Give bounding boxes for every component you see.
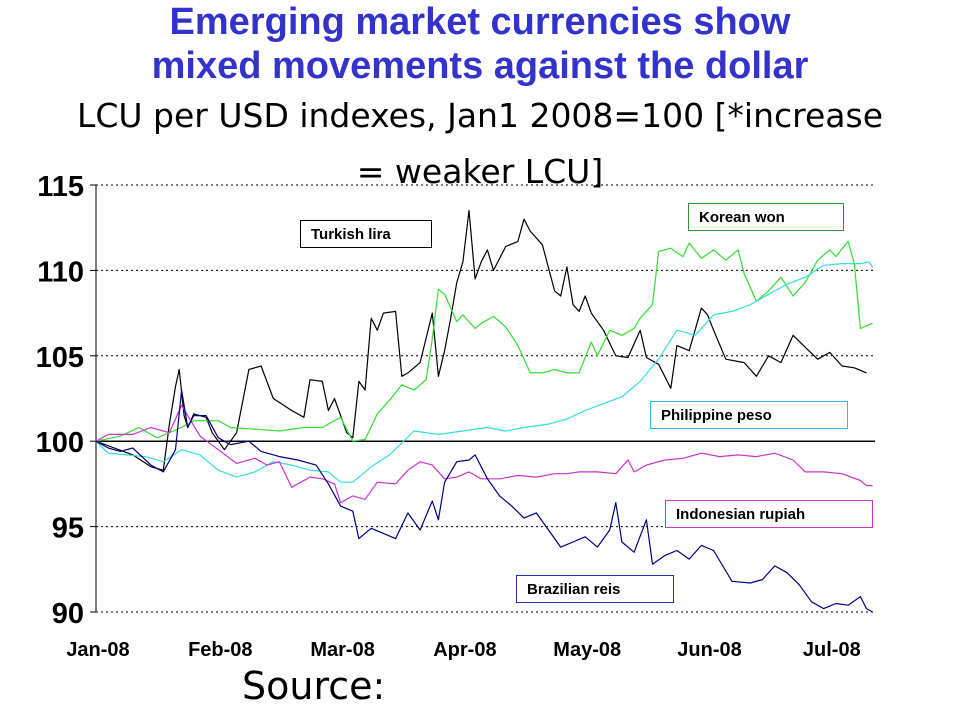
- y-tick-label: 90: [52, 598, 84, 630]
- y-tick-label: 115: [37, 171, 84, 203]
- x-tick-label: Jun-08: [677, 639, 741, 661]
- series-line-turkish-lira: [95, 210, 867, 471]
- label-brazilian-reis: Brazilian reis: [516, 575, 674, 603]
- x-tick-label: Mar-08: [310, 639, 374, 661]
- title-line-2: mixed movements against the dollar: [151, 45, 809, 87]
- y-tick-label: 95: [52, 513, 84, 545]
- series-line-philippine-peso: [95, 261, 874, 483]
- x-tick-label: Jan-08: [66, 639, 129, 661]
- x-tick-label: Feb-08: [188, 639, 252, 661]
- title-line-1: Emerging market currencies show: [169, 1, 791, 43]
- series-line-brazilian-reis: [95, 389, 873, 613]
- label-philippine-peso: Philippine peso: [650, 401, 848, 429]
- label-korean-won: Korean won: [688, 203, 844, 231]
- series-line-korean-won: [95, 240, 873, 442]
- x-tick-label: Apr-08: [433, 639, 496, 661]
- chart-title: Emerging market currencies show mixed mo…: [0, 0, 960, 88]
- label-turkish-lira: Turkish lira: [300, 220, 432, 248]
- source-note: Source:: [242, 664, 386, 708]
- series-line-indonesian-rupiah: [95, 404, 873, 504]
- x-tick-label: May-08: [553, 639, 621, 661]
- subtitle-line-1: LCU per USD indexes, Jan1 2008=100 [*inc…: [76, 96, 884, 135]
- y-tick-label: 105: [36, 342, 84, 374]
- y-tick-label: 100: [36, 427, 84, 459]
- y-tick-label: 110: [37, 256, 84, 288]
- label-indonesian-rupiah: Indonesian rupiah: [665, 500, 873, 528]
- x-tick-label: Jul-08: [803, 639, 861, 661]
